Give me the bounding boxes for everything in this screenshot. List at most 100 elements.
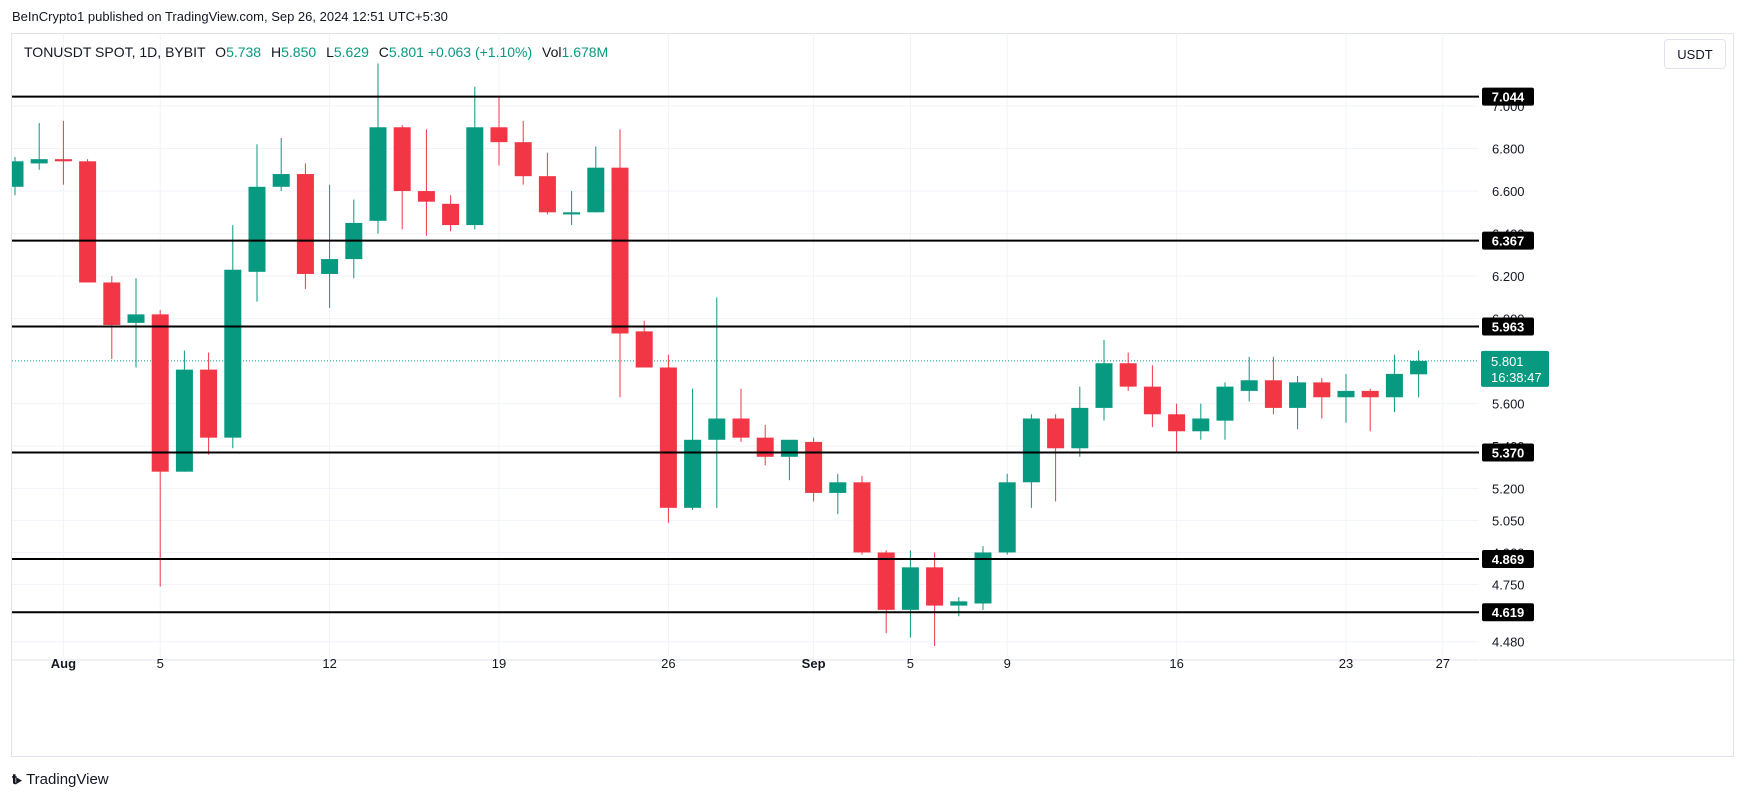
candle-down	[1168, 414, 1186, 432]
candle-up	[1289, 382, 1307, 408]
y-tick-label: 5.600	[1492, 397, 1525, 412]
level-label: 5.370	[1492, 446, 1525, 461]
candle-down	[1119, 363, 1137, 387]
legend-vol: 1.678M	[561, 44, 609, 60]
x-tick-label: 5	[157, 656, 164, 671]
candle-up	[1095, 363, 1113, 408]
candle-up	[950, 601, 968, 606]
y-tick-label: 6.200	[1492, 269, 1525, 284]
candle-up	[1240, 380, 1258, 391]
candle-up	[127, 314, 145, 323]
candle-up	[248, 186, 266, 272]
candle-up	[708, 418, 726, 440]
x-tick-label: 27	[1436, 656, 1450, 671]
candle-down	[79, 161, 97, 283]
candle-up	[563, 212, 581, 215]
legend-high-label: H	[271, 44, 282, 60]
candle-up	[175, 369, 193, 472]
candle-down	[756, 437, 774, 457]
x-tick-label: 26	[661, 656, 675, 671]
candle-up	[1216, 386, 1234, 421]
candle-up	[1192, 418, 1210, 432]
x-tick-label: 12	[322, 656, 336, 671]
candle-up	[998, 482, 1016, 553]
candle-up	[1385, 373, 1403, 398]
level-tag	[1482, 550, 1534, 569]
candle-up	[272, 174, 290, 187]
candle-up	[829, 482, 847, 493]
candle-up	[224, 269, 242, 438]
candle-up	[684, 439, 702, 508]
candle-down	[877, 552, 895, 610]
legend-symbol[interactable]: TONUSDT SPOT, 1D, BYBIT	[24, 44, 206, 60]
currency-button[interactable]: USDT	[1664, 39, 1726, 69]
last-price-tag	[1481, 350, 1549, 387]
level-tag	[1482, 87, 1534, 106]
level-tag	[1482, 603, 1534, 622]
legend-close: 5.801	[388, 44, 424, 60]
candle-up	[587, 167, 605, 213]
chart-frame[interactable]: 4.4804.7504.9005.0505.2005.4005.6006.000…	[11, 33, 1735, 758]
candle-down	[1143, 386, 1161, 415]
candle-down	[805, 441, 823, 493]
legend-open: 5.738	[226, 44, 262, 60]
candle-up	[321, 259, 339, 274]
candle-up	[1410, 360, 1428, 375]
tradingview-logo-icon: 𝐭▸	[12, 771, 22, 787]
candle-down	[200, 369, 218, 438]
candle-up	[1071, 407, 1089, 449]
level-label: 5.963	[1492, 319, 1525, 334]
candle-up	[466, 127, 484, 226]
tradingview-brand[interactable]: 𝐭▸ TradingView	[12, 771, 109, 788]
y-tick-label: 6.600	[1492, 184, 1525, 199]
candle-down	[1361, 390, 1379, 398]
candle-down	[1313, 382, 1331, 398]
legend-open-label: O	[215, 44, 227, 60]
candle-down	[151, 314, 169, 472]
level-label: 4.869	[1492, 552, 1525, 567]
level-label: 6.367	[1492, 234, 1525, 249]
candle-down	[611, 167, 629, 334]
candle-up	[369, 127, 387, 221]
x-tick-label: 9	[1004, 656, 1011, 671]
level-label: 7.044	[1492, 90, 1525, 105]
candle-up	[1022, 418, 1040, 483]
brand-label: TradingView	[26, 771, 109, 788]
x-tick-label: 19	[492, 656, 506, 671]
candle-down	[659, 367, 677, 508]
candle-down	[635, 331, 653, 368]
y-tick-label: 5.050	[1492, 514, 1525, 529]
level-tag	[1482, 231, 1534, 250]
legend: TONUSDT SPOT, 1D, BYBIT O5.738 H5.850 L5…	[24, 44, 608, 60]
x-tick-label: 16	[1169, 656, 1183, 671]
candle-down	[853, 482, 871, 553]
legend-vol-label: Vol	[542, 44, 562, 60]
x-tick-label: 5	[907, 656, 914, 671]
y-tick-label: 6.800	[1492, 142, 1525, 157]
legend-high: 5.850	[281, 44, 317, 60]
candle-down	[103, 282, 121, 325]
candle-down	[54, 159, 72, 162]
publisher-caption: BeInCrypto1 published on TradingView.com…	[12, 9, 448, 24]
candle-down	[296, 174, 314, 274]
candle-down	[1264, 380, 1282, 408]
countdown-label: 16:38:47	[1491, 370, 1542, 385]
legend-close-label: C	[378, 44, 389, 60]
y-tick-label: 4.480	[1492, 635, 1525, 650]
y-tick-label: 5.200	[1492, 482, 1525, 497]
candle-down	[538, 176, 556, 213]
x-tick-label: Aug	[51, 656, 76, 671]
legend-low: 5.629	[333, 44, 369, 60]
candle-down	[732, 418, 750, 438]
x-tick-label: 23	[1339, 656, 1353, 671]
y-tick-label: 4.750	[1492, 577, 1525, 592]
candlestick-chart[interactable]: 4.4804.7504.9005.0505.2005.4005.6006.000…	[12, 34, 1735, 758]
legend-change: +0.063 (+1.10%)	[427, 44, 533, 60]
candle-down	[393, 127, 411, 192]
candle-down	[514, 142, 532, 177]
candle-up	[1337, 390, 1355, 398]
level-tag	[1482, 317, 1534, 336]
candle-up	[30, 159, 48, 164]
level-label: 4.619	[1492, 605, 1525, 620]
candle-down	[1047, 418, 1065, 449]
